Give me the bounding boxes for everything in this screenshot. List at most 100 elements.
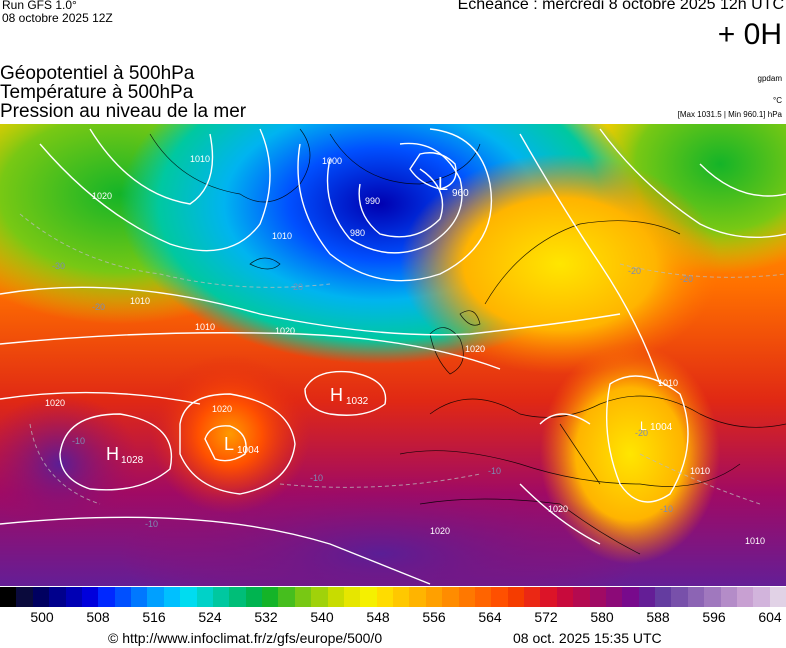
colorbar-swatch (605, 587, 623, 607)
isobar-label: 1010 (130, 296, 150, 306)
generated-time: 08 oct. 2025 15:35 UTC (513, 630, 662, 646)
colorbar-swatch (32, 587, 50, 607)
run-date: 08 octobre 2025 12Z (2, 11, 113, 25)
title-pressure: Pression au niveau de la mer (0, 101, 247, 122)
colorbar-swatch (393, 587, 410, 607)
colorbar-swatch (0, 587, 17, 607)
colorbar-swatch (262, 587, 279, 607)
forecast-offset: + 0H (717, 18, 782, 51)
isobar-label: 1010 (190, 154, 210, 164)
colorbar-swatch (278, 587, 295, 607)
colorbar-swatch (622, 587, 639, 607)
colorbar-swatch (196, 587, 213, 607)
colorbar-swatch (573, 587, 590, 607)
colorbar-swatch (736, 587, 754, 607)
colorbar-swatch (458, 587, 475, 607)
colorbar-swatch (114, 587, 131, 607)
colorbar-swatch (556, 587, 574, 607)
colorbar-swatch (98, 587, 115, 607)
colorbar-swatch (49, 587, 66, 607)
colorbar-tick-label: 500 (30, 609, 54, 625)
colorbar-swatch (753, 587, 770, 607)
temperature-label: -20 (92, 302, 105, 312)
svg-text:1028: 1028 (121, 455, 144, 466)
colorbar (0, 587, 786, 607)
svg-text:1032: 1032 (346, 396, 369, 407)
run-label: Run GFS 1.0° (2, 0, 77, 12)
colorbar-swatch (81, 587, 99, 607)
colorbar-swatch (360, 587, 377, 607)
colorbar-swatch (687, 587, 705, 607)
isobar-label: 1010 (690, 466, 710, 476)
colorbar-swatch (442, 587, 459, 607)
isobar-label: 1010 (745, 536, 765, 546)
colorbar-swatch (16, 587, 33, 607)
colorbar-tick-label: 580 (590, 609, 614, 625)
colorbar-swatch (474, 587, 492, 607)
pressure-center-low: L 1004 (224, 434, 260, 456)
colorbar-swatch (507, 587, 524, 607)
svg-text:L: L (224, 434, 234, 454)
isobar-label: 1020 (45, 398, 65, 408)
colorbar-swatch (147, 587, 164, 607)
isobar-label: 1020 (465, 344, 485, 354)
pressure-center-low: L 960 (438, 174, 469, 199)
colorbar-swatch (229, 587, 246, 607)
colorbar-swatch (327, 587, 344, 607)
temperature-label: -20 (290, 282, 303, 292)
temperature-label: -10 (660, 504, 673, 514)
colorbar-tick-label: 516 (142, 609, 166, 625)
colorbar-swatch (180, 587, 197, 607)
colorbar-swatch (425, 587, 443, 607)
colorbar-swatch (409, 587, 426, 607)
svg-text:1004: 1004 (650, 422, 673, 433)
isobar-label: 1010 (195, 322, 215, 332)
isobar-label: 1010 (272, 231, 292, 241)
colorbar-swatch (245, 587, 262, 607)
colorbar-ticks: 500 508 516 524 532 540 548 556 564 572 580 588 596 6… (0, 609, 786, 627)
temperature-label: -10 (488, 466, 501, 476)
colorbar-swatch (311, 587, 328, 607)
svg-text:L: L (438, 174, 448, 194)
isobar-label: 1000 (322, 156, 342, 166)
colorbar-swatch (131, 587, 148, 607)
isobar-label: 1020 (548, 504, 568, 514)
colorbar-swatch (294, 587, 312, 607)
colorbar-swatch (163, 587, 181, 607)
colorbar-swatch (655, 587, 672, 607)
colorbar-swatch (376, 587, 393, 607)
colorbar-swatch (212, 587, 230, 607)
forecast-time: Echéance : mercredi 8 octobre 2025 12h U… (457, 0, 784, 13)
isobar-label: 1020 (430, 526, 450, 536)
colorbar-tick-label: 508 (86, 609, 110, 625)
unit-temperature: °C (773, 96, 782, 105)
isobar-label: 1020 (275, 326, 295, 336)
colorbar-tick-label: 596 (702, 609, 726, 625)
colorbar-swatch (769, 587, 786, 607)
colorbar-swatch (671, 587, 688, 607)
colorbar-swatch (540, 587, 557, 607)
pressure-center-high: H 1032 (330, 385, 369, 407)
temperature-label: -20 (680, 274, 693, 284)
title-geopotential: Géopotentiel à 500hPa (0, 63, 195, 84)
temperature-label: -20 (628, 266, 641, 276)
colorbar-swatch (343, 587, 361, 607)
temperature-label: -30 (52, 261, 65, 271)
svg-text:H: H (330, 385, 343, 405)
colorbar-tick-label: 556 (422, 609, 446, 625)
temperature-label: -20 (635, 428, 648, 438)
pressure-center-low: L 1004 (640, 419, 673, 433)
pressure-center-high: H 1028 (106, 444, 144, 466)
colorbar-tick-label: 604 (758, 609, 782, 625)
svg-text:1004: 1004 (237, 445, 260, 456)
colorbar-tick-label: 548 (366, 609, 390, 625)
copyright: © http://www.infoclimat.fr/z/gfs/europe/… (108, 630, 383, 646)
colorbar-swatch (704, 587, 721, 607)
colorbar-swatch (491, 587, 508, 607)
isobar-label: 1010 (658, 378, 678, 388)
colorbar-swatch (720, 587, 737, 607)
colorbar-tick-label: 540 (310, 609, 334, 625)
temperature-label: -10 (72, 436, 85, 446)
svg-text:L: L (640, 419, 647, 433)
colorbar-swatch (524, 587, 541, 607)
